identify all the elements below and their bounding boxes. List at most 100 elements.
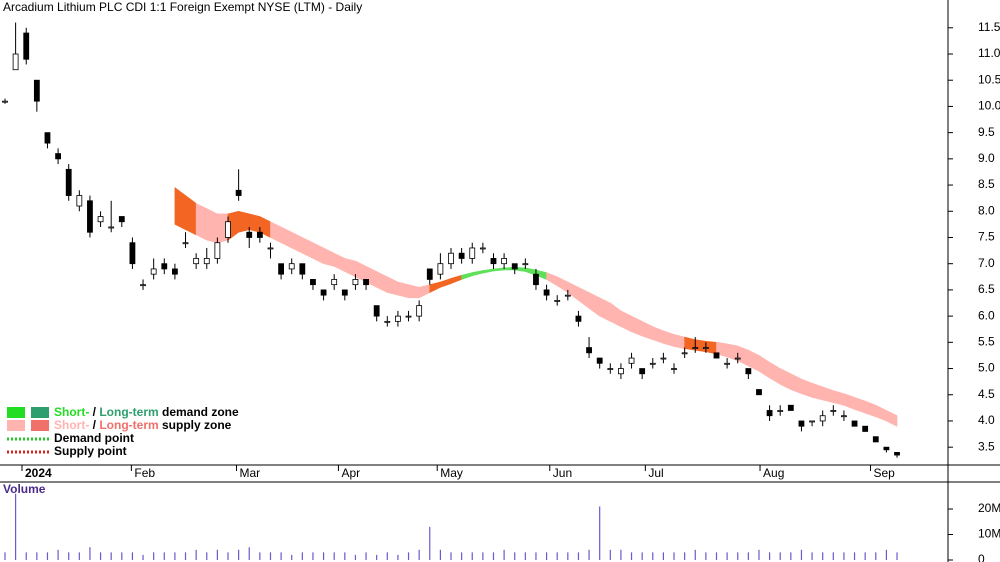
y-tick-label: 10.0 xyxy=(978,99,1000,113)
volume-bar xyxy=(673,552,675,560)
volume-bar xyxy=(280,552,282,560)
volume-bar xyxy=(386,552,388,560)
volume-bar xyxy=(301,552,303,560)
legend-swatch xyxy=(7,407,25,418)
candle-body xyxy=(299,263,306,275)
zone-band xyxy=(195,202,208,241)
candle-body xyxy=(65,168,72,196)
volume-bar xyxy=(248,547,250,560)
zone-band xyxy=(206,208,218,244)
volume-tick-label: 10M xyxy=(978,527,1000,541)
legend-part: / xyxy=(89,405,99,419)
volume-bar xyxy=(726,552,728,560)
volume-bar xyxy=(588,549,590,560)
volume-bar xyxy=(503,549,505,560)
volume-bar xyxy=(567,552,569,560)
volume-bar xyxy=(514,552,516,560)
candle-body xyxy=(522,263,529,266)
volume-bar xyxy=(397,554,399,560)
candle-body xyxy=(660,357,667,360)
volume-bar xyxy=(652,552,654,560)
candle-body xyxy=(448,252,454,265)
candle-body xyxy=(543,289,550,296)
volume-bar xyxy=(875,552,877,560)
volume-bar xyxy=(482,552,484,560)
volume-bar xyxy=(779,552,781,560)
volume-bar xyxy=(227,552,229,560)
candle-body xyxy=(108,226,115,229)
volume-bar xyxy=(322,552,325,560)
volume-bar xyxy=(853,552,856,560)
candle-body xyxy=(479,247,486,250)
volume-bar xyxy=(800,549,803,560)
volume-bar xyxy=(344,552,346,560)
candle-body xyxy=(225,221,231,238)
candle-body xyxy=(734,357,741,360)
candle-body xyxy=(469,247,476,259)
y-tick-label: 10.5 xyxy=(978,72,1000,86)
volume-tick-label: 0 xyxy=(978,552,985,562)
y-tick-label: 6.5 xyxy=(978,282,995,296)
volume-bar xyxy=(259,552,261,560)
x-tick-label: Mar xyxy=(239,466,260,480)
volume-bar xyxy=(354,554,357,560)
volume-bar xyxy=(471,552,473,560)
candle-body xyxy=(320,289,327,296)
volume-bar xyxy=(758,549,760,560)
candle-body xyxy=(373,305,380,317)
candle-body xyxy=(787,404,794,411)
candle-body xyxy=(756,389,762,396)
volume-bar xyxy=(715,552,718,560)
candle-body xyxy=(533,273,539,286)
volume-bar xyxy=(121,552,123,560)
volume-tick-label: 20M xyxy=(978,501,1000,515)
legend-part: Short- xyxy=(54,418,89,432)
candle-body xyxy=(214,242,221,259)
volume-bar xyxy=(407,552,410,560)
volume-bar xyxy=(577,552,580,560)
legend-part: / xyxy=(89,418,99,432)
y-tick-label: 3.5 xyxy=(978,439,995,453)
candle-body xyxy=(129,242,136,265)
candle-body xyxy=(841,415,847,418)
volume-bar xyxy=(429,526,431,560)
zone-band xyxy=(238,210,250,233)
candle-body xyxy=(713,352,720,359)
legend-text: Short- / Long-term demand zone xyxy=(54,405,239,419)
candle-body xyxy=(501,258,508,265)
volume-bar xyxy=(599,506,601,560)
candle-body xyxy=(341,289,348,296)
candle-body xyxy=(405,315,412,318)
legend-text: Supply point xyxy=(54,444,127,458)
volume-bar xyxy=(747,552,749,560)
candle-body xyxy=(649,362,656,365)
x-tick-label: Feb xyxy=(134,466,155,480)
volume-bar xyxy=(131,552,134,560)
candle-body xyxy=(140,284,146,287)
volume-bar xyxy=(662,552,664,560)
volume-bar xyxy=(609,549,611,560)
candle-body xyxy=(671,368,677,370)
volume-bar xyxy=(450,552,452,560)
candle-body xyxy=(819,415,826,422)
volume-bar xyxy=(238,549,240,560)
candle-body xyxy=(161,263,168,270)
legend-swatch xyxy=(31,407,49,418)
candle-body xyxy=(809,420,815,423)
volume-bar xyxy=(174,552,176,560)
volume-bar xyxy=(195,549,197,560)
y-tick-label: 4.5 xyxy=(978,387,995,401)
y-tick-label: 11.0 xyxy=(978,46,1000,60)
candle-body xyxy=(23,32,30,60)
candle-body xyxy=(55,153,61,160)
candle-body xyxy=(256,231,263,238)
candle-body xyxy=(2,100,8,103)
y-tick-label: 4.0 xyxy=(978,413,995,427)
volume-bar xyxy=(768,552,771,560)
y-tick-label: 7.0 xyxy=(978,256,995,270)
volume-bar xyxy=(142,554,144,560)
y-tick-label: 9.0 xyxy=(978,151,995,165)
candle-body xyxy=(363,279,369,286)
legend-part: Demand point xyxy=(54,431,134,445)
volume-bar xyxy=(885,549,888,560)
